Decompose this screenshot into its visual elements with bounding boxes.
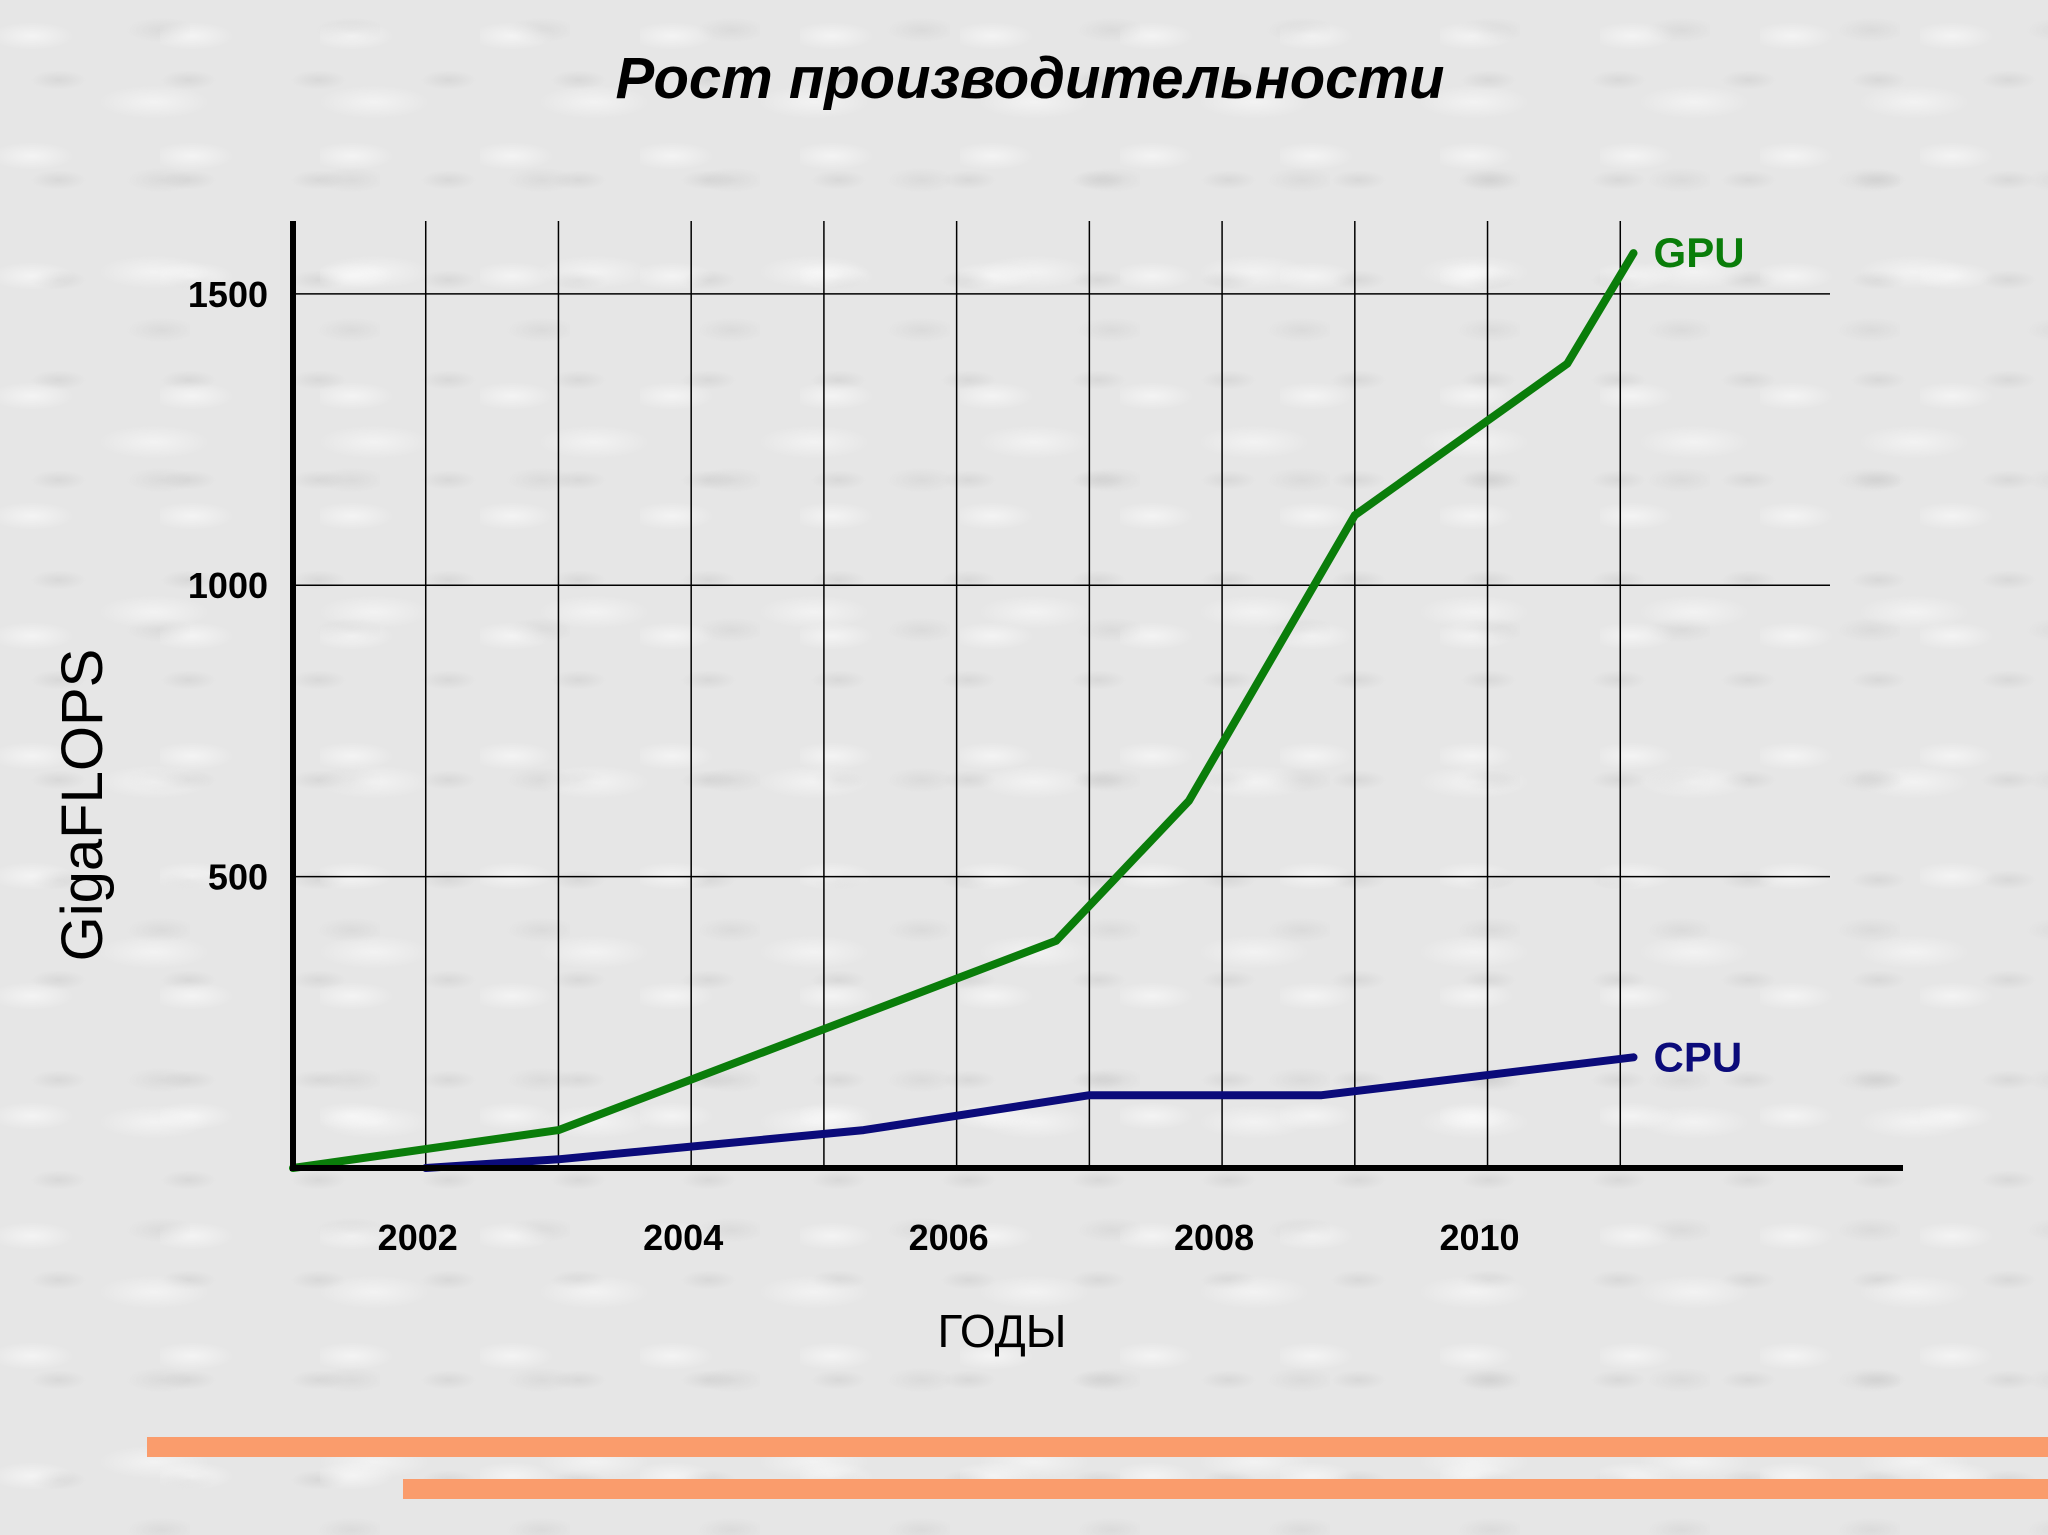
x-tick-label-2008: 2008 xyxy=(1174,1217,1254,1258)
cpu-series-label: CPU xyxy=(1654,1033,1743,1080)
x-tick-label-2004: 2004 xyxy=(643,1217,723,1258)
gpu-series-line xyxy=(289,249,1638,1172)
series-layer xyxy=(289,249,1638,1172)
decorative-bar-top xyxy=(147,1437,2048,1457)
y-tick-label-1000: 1000 xyxy=(188,565,268,606)
y-axis-label: GigaFLOPS xyxy=(50,649,115,962)
chart-title: Рост производительности xyxy=(616,46,1445,111)
tick-labels: 2002 2004 2006 2008 2010 500 1000 1500 xyxy=(188,274,1520,1258)
x-tick-label-2002: 2002 xyxy=(378,1217,458,1258)
axes xyxy=(290,221,1903,1171)
grid xyxy=(293,221,1830,1168)
x-tick-label-2010: 2010 xyxy=(1439,1217,1519,1258)
y-tick-label-500: 500 xyxy=(208,857,268,898)
gpu-series-label: GPU xyxy=(1654,229,1745,276)
decorative-bar-bottom xyxy=(403,1479,2048,1499)
cpu-series-line xyxy=(421,1053,1638,1172)
y-tick-label-1500: 1500 xyxy=(188,274,268,315)
series-labels: GPU CPU xyxy=(1654,229,1745,1080)
x-tick-label-2006: 2006 xyxy=(909,1217,989,1258)
x-axis-label: ГОДЫ xyxy=(938,1305,1067,1357)
